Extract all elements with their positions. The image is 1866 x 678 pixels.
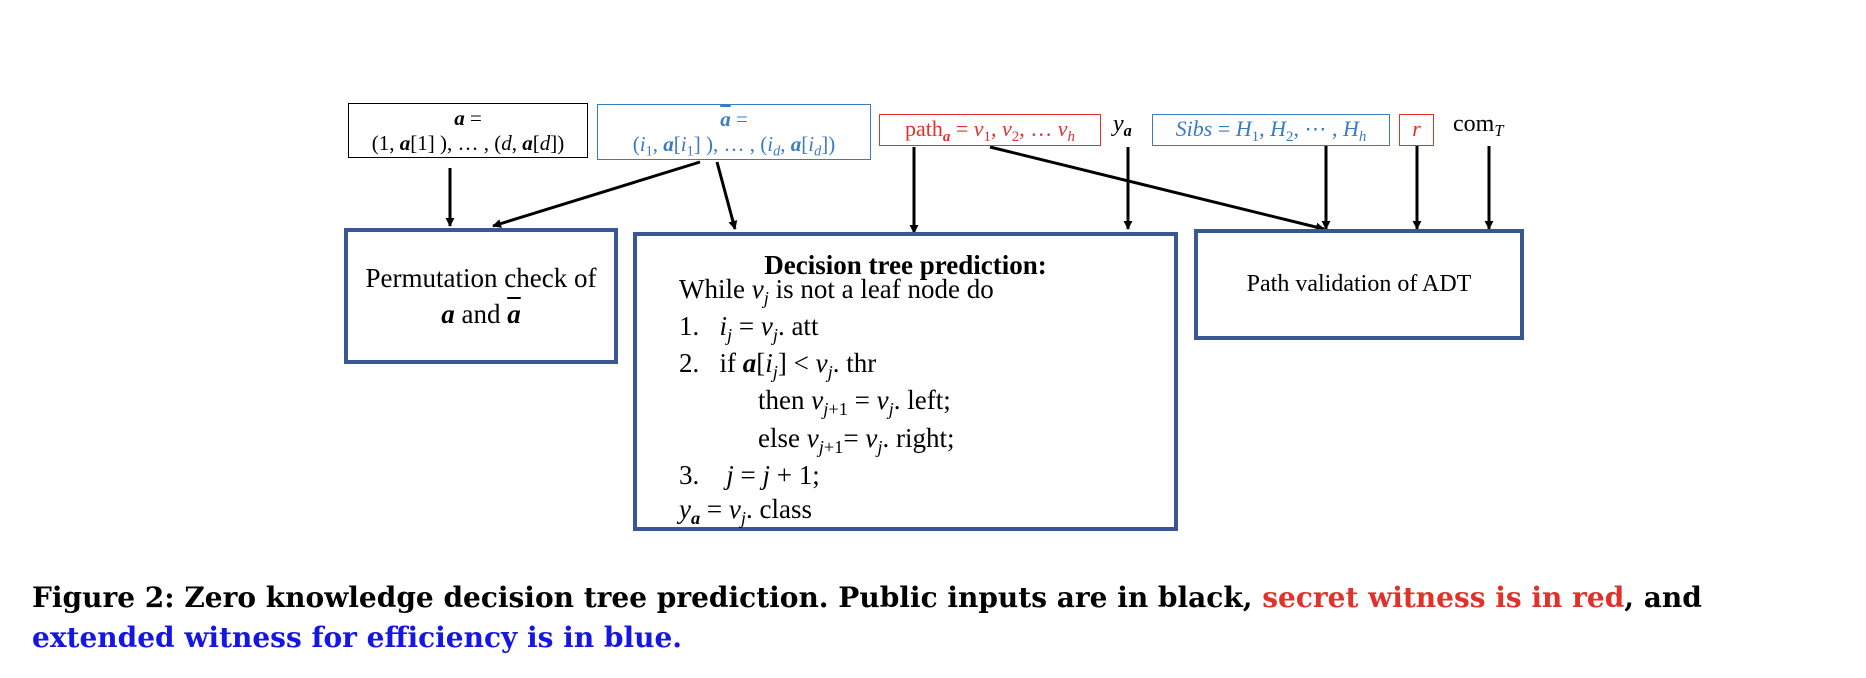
decision-line-else: else vj+1= vj. right; <box>758 423 955 457</box>
input-a-tuples: (1, a[1] ), … , (d, a[d]) <box>371 131 565 155</box>
decision-line-class: ya = vj. class <box>679 494 812 528</box>
input-ya-label: ya <box>1113 111 1132 141</box>
input-path-box: patha = v1, v2, … vh <box>879 114 1101 146</box>
input-r-box: r <box>1399 114 1434 146</box>
arrow-abar-to-decision <box>715 161 738 230</box>
input-sibs-box: Sibs = H1, H2, ⋯ , Hh <box>1152 114 1390 146</box>
decision-line-then: then vj+1 = vj. left; <box>758 385 951 419</box>
caption-secret: secret witness is in red <box>1262 581 1625 614</box>
input-com-label: comT <box>1453 111 1504 141</box>
path-validation-box: Path validation of ADT <box>1194 229 1524 340</box>
caption-public: Figure 2: Zero knowledge decision tree p… <box>32 581 1263 614</box>
input-abar-definition: a = <box>720 107 748 131</box>
permutation-check-box: Permutation check of a and a <box>344 228 618 364</box>
arrow-abar-to-permutation <box>492 160 701 228</box>
input-abar-box: a = (i1, a[i1] ), … , (id, a[id]) <box>597 104 871 160</box>
input-a-definition: a = <box>454 106 482 130</box>
decision-line-step-3: 3. j = j + 1; <box>679 460 820 490</box>
caption-extended: extended witness for efficiency is in bl… <box>32 621 683 654</box>
path-validation-label: Path validation of ADT <box>1246 271 1472 297</box>
input-a-box: a = (1, a[1] ), … , (d, a[d]) <box>348 103 588 158</box>
arrow-path-to-validation <box>989 145 1325 232</box>
caption-joiner: , and <box>1624 581 1702 614</box>
decision-line-while: While vj is not a leaf node do <box>679 274 994 308</box>
permutation-check-label: Permutation check of a and a <box>365 263 597 329</box>
decision-tree-title: Decision tree prediction: <box>764 250 1047 280</box>
decision-tree-box: Decision tree prediction: While vj is no… <box>633 232 1178 531</box>
decision-line-step-1: 1. ij = vj. att <box>679 311 819 345</box>
figure-caption: Figure 2: Zero knowledge decision tree p… <box>32 578 1842 658</box>
input-abar-tuples: (i1, a[i1] ), … , (id, a[id]) <box>632 132 836 160</box>
decision-line-step-2: 2. if a[ij] < vj. thr <box>679 348 877 382</box>
